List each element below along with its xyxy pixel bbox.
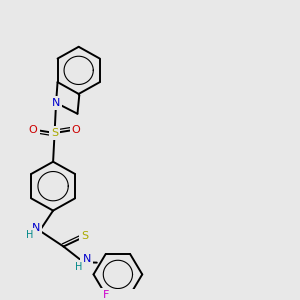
Text: S: S	[81, 232, 88, 242]
Text: O: O	[72, 124, 80, 135]
Text: N: N	[32, 223, 40, 233]
Text: S: S	[51, 128, 58, 138]
Text: H: H	[75, 262, 82, 272]
Text: H: H	[26, 230, 33, 240]
Text: O: O	[29, 124, 38, 135]
Text: N: N	[82, 254, 91, 264]
Text: N: N	[52, 98, 60, 108]
Text: F: F	[103, 290, 109, 300]
